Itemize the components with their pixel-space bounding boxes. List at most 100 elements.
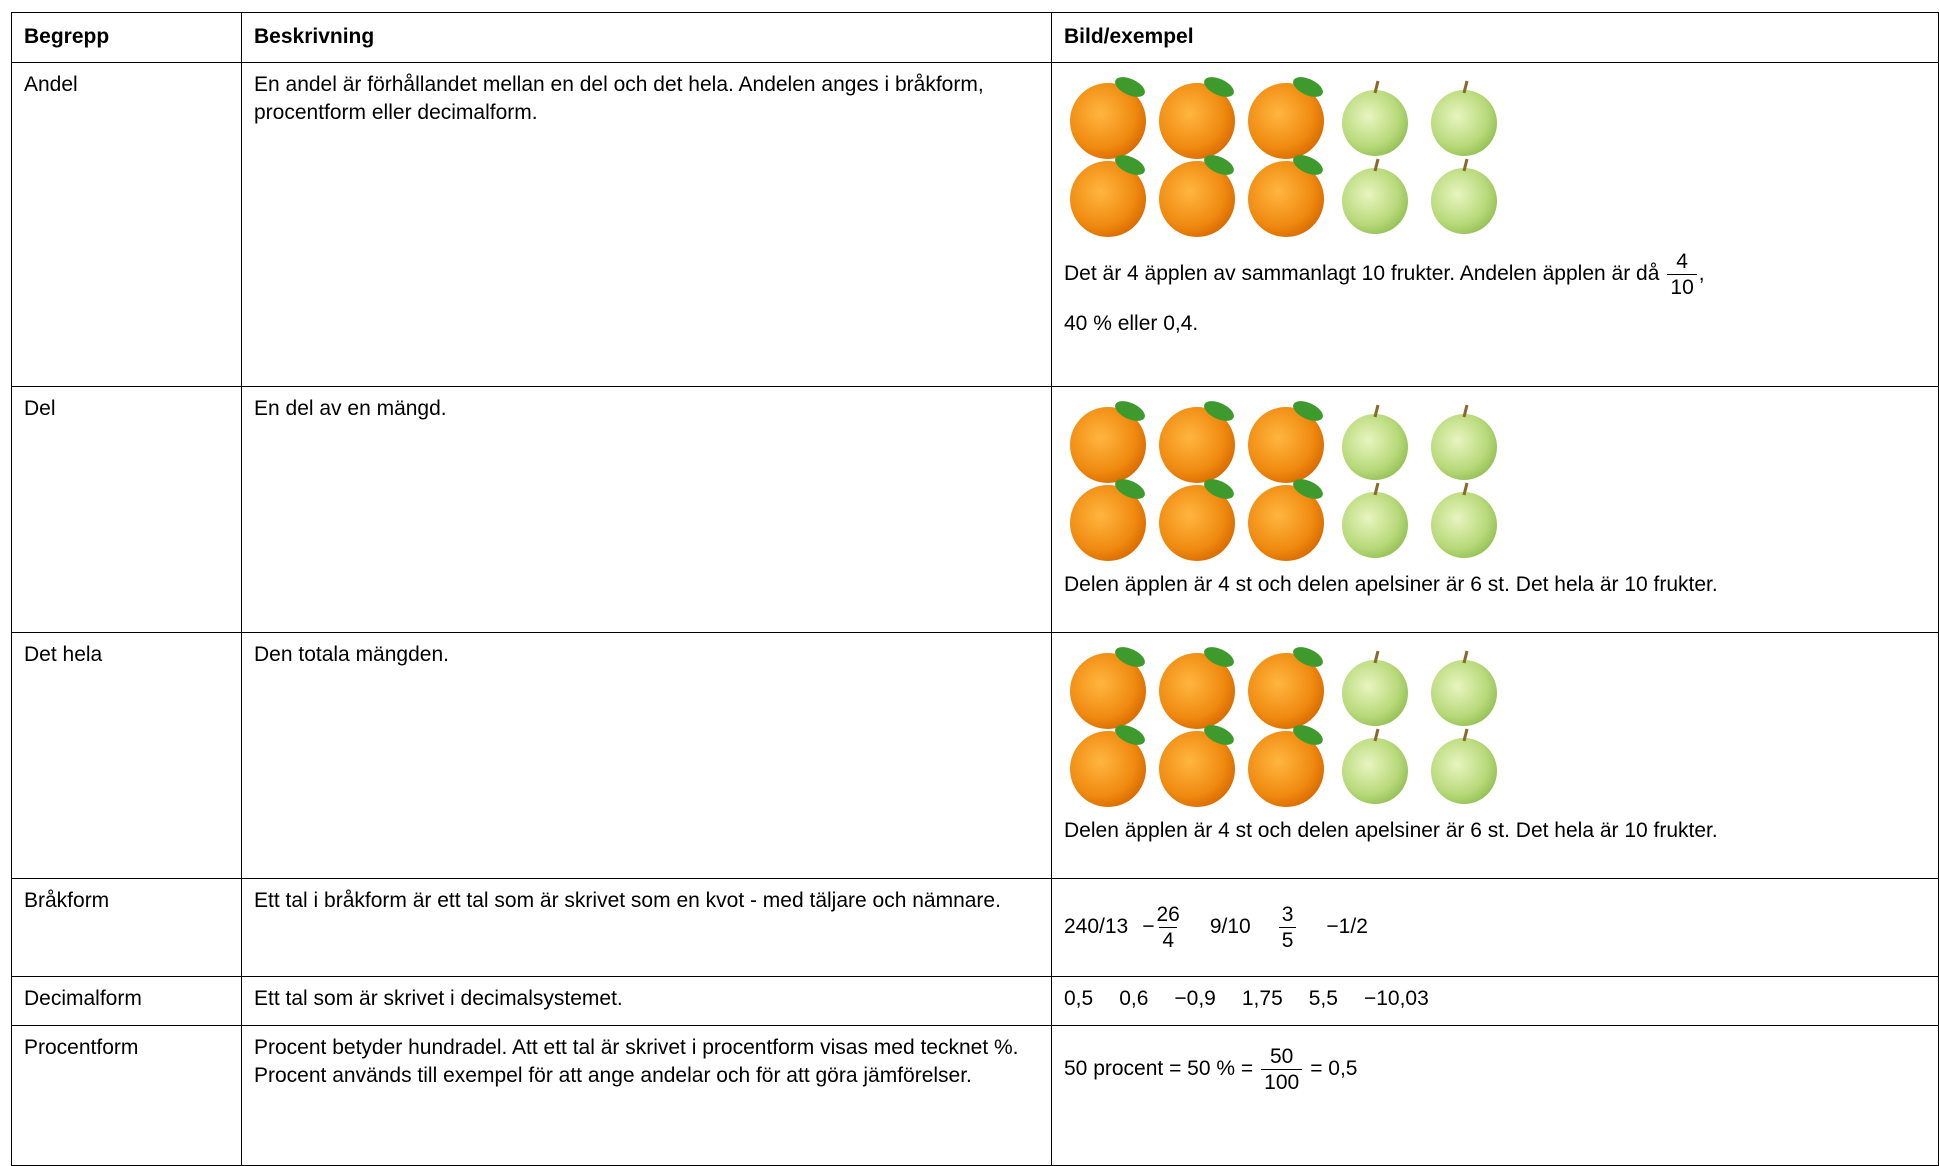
leaf xyxy=(1293,725,1323,745)
numerator: 4 xyxy=(1676,250,1688,273)
denominator: 5 xyxy=(1278,927,1297,953)
denominator: 100 xyxy=(1261,1069,1303,1095)
apple xyxy=(1342,414,1408,480)
fraction: 50 100 xyxy=(1261,1044,1303,1095)
row: Del En del av en mängd. Delen äpplen är … xyxy=(11,386,1939,633)
term: Del xyxy=(11,386,242,633)
leaf xyxy=(1115,725,1145,745)
term: Andel xyxy=(11,62,242,387)
example-item: 5,5 xyxy=(1308,987,1338,1010)
orange xyxy=(1070,653,1146,729)
header-row: Begrepp Beskrivning Bild/exempel xyxy=(11,12,1939,63)
leaf xyxy=(1204,479,1234,499)
apple xyxy=(1342,168,1408,234)
description: Ett tal som är skrivet i decimalsystemet… xyxy=(241,976,1052,1026)
denominator: 4 xyxy=(1159,927,1178,953)
row: Andel En andel är förhållandet mellan en… xyxy=(11,62,1939,387)
description: Den totala mängden. xyxy=(241,632,1052,879)
fruit-svg xyxy=(1070,77,1497,237)
example-item: 240/13 xyxy=(1064,915,1129,939)
apple xyxy=(1431,738,1497,804)
example-text: Delen äpplen är 4 st och delen apelsiner… xyxy=(1064,819,1718,842)
orange xyxy=(1070,83,1146,159)
apple xyxy=(1342,660,1408,726)
apple xyxy=(1431,414,1497,480)
orange xyxy=(1070,407,1146,483)
apple xyxy=(1342,738,1408,804)
example-item: −1/2 xyxy=(1326,915,1368,939)
orange xyxy=(1070,161,1146,237)
leaf xyxy=(1204,401,1234,421)
example-text: = 0,5 xyxy=(1310,1057,1358,1081)
numerator: 3 xyxy=(1281,902,1294,926)
orange xyxy=(1159,731,1235,807)
leaf xyxy=(1115,77,1145,97)
apple xyxy=(1431,660,1497,726)
row: Bråkform Ett tal i bråkform är ett tal s… xyxy=(11,878,1939,977)
leaf xyxy=(1293,401,1323,421)
example-item: − xyxy=(1142,915,1155,939)
header-cell: Begrepp xyxy=(11,12,242,63)
stem xyxy=(1373,728,1380,742)
leaf xyxy=(1293,647,1323,667)
fraction: 4 10 xyxy=(1667,249,1697,300)
example: Det är 4 äpplen av sammanlagt 10 frukter… xyxy=(1051,62,1939,387)
example-text: Delen äpplen är 4 st och delen apelsiner… xyxy=(1064,573,1718,596)
orange xyxy=(1070,731,1146,807)
row: Decimalform Ett tal som är skrivet i dec… xyxy=(11,976,1939,1026)
header-cell: Bild/exempel xyxy=(1051,12,1939,63)
description: Ett tal i bråkform är ett tal som är skr… xyxy=(241,878,1052,977)
leaf xyxy=(1115,155,1145,175)
orange xyxy=(1159,485,1235,561)
example-item: −0,9 xyxy=(1174,987,1216,1010)
orange xyxy=(1248,83,1324,159)
leaf xyxy=(1293,77,1323,97)
stem xyxy=(1462,650,1469,664)
orange xyxy=(1159,653,1235,729)
leaf xyxy=(1204,647,1234,667)
example-item: 0,5 xyxy=(1064,987,1094,1010)
fruit-image xyxy=(1064,647,1504,807)
orange xyxy=(1248,731,1324,807)
orange xyxy=(1070,485,1146,561)
denominator: 10 xyxy=(1667,274,1697,300)
stem xyxy=(1462,728,1469,742)
orange xyxy=(1248,485,1324,561)
stem xyxy=(1462,80,1469,94)
example-text: 40 % eller 0,4. xyxy=(1064,312,1199,336)
apple xyxy=(1342,90,1408,156)
term: Decimalform xyxy=(11,976,242,1026)
leaf xyxy=(1115,479,1145,499)
apple xyxy=(1431,492,1497,558)
description: En del av en mängd. xyxy=(241,386,1052,633)
orange xyxy=(1159,407,1235,483)
leaf xyxy=(1115,647,1145,667)
apple xyxy=(1431,168,1497,234)
example: Delen äpplen är 4 st och delen apelsiner… xyxy=(1051,632,1939,879)
term: Det hela xyxy=(11,632,242,879)
stem xyxy=(1462,158,1469,172)
fruit-svg xyxy=(1070,647,1497,807)
description: Procent betyder hundradel. Att ett tal ä… xyxy=(241,1025,1052,1166)
stem xyxy=(1462,404,1469,418)
term: Procentform xyxy=(11,1025,242,1166)
orange xyxy=(1248,161,1324,237)
leaf xyxy=(1293,479,1323,499)
example-item: 9/10 xyxy=(1209,915,1251,939)
example-item: −10,03 xyxy=(1363,987,1429,1010)
orange xyxy=(1248,653,1324,729)
leaf xyxy=(1204,725,1234,745)
description: En andel är förhållandet mellan en del o… xyxy=(241,62,1052,387)
example: 0,5 0,6 −0,9 1,75 5,5 −10,03 xyxy=(1051,976,1939,1026)
orange xyxy=(1159,83,1235,159)
apple xyxy=(1431,90,1497,156)
leaf xyxy=(1204,77,1234,97)
example-text: 50 procent = 50 % = xyxy=(1064,1057,1254,1081)
example-line: Det är 4 äpplen av sammanlagt 10 frukter… xyxy=(1064,249,1926,300)
orange xyxy=(1248,407,1324,483)
leaf xyxy=(1293,155,1323,175)
example-item: 0,6 xyxy=(1119,987,1149,1010)
row: Det hela Den totala mängden. Delen äpple… xyxy=(11,632,1939,879)
apple xyxy=(1342,492,1408,558)
